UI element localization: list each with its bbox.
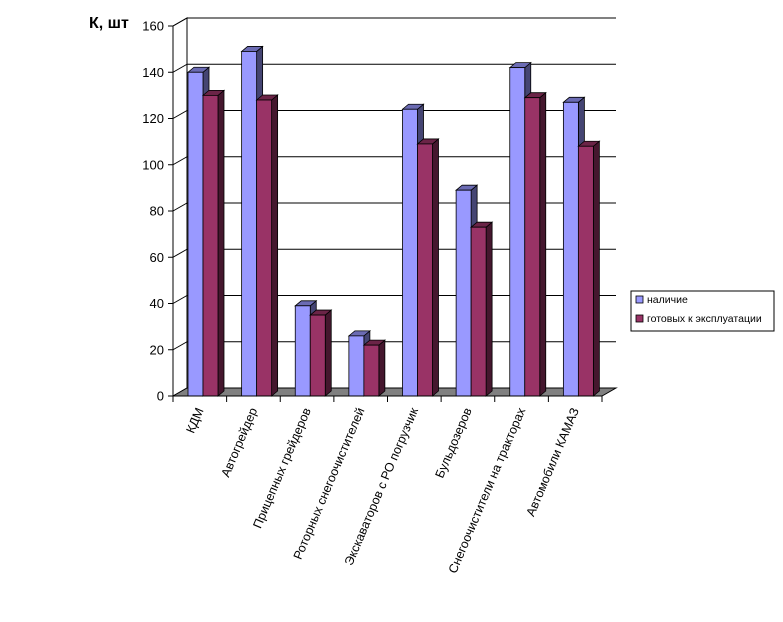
x-category-label: КДМ: [183, 406, 206, 436]
bar-front: [577, 145, 594, 397]
floor: [171, 387, 618, 397]
gridline-side: [172, 63, 188, 73]
y-tick-label: 140: [142, 65, 164, 80]
y-tick-label: 60: [150, 250, 164, 265]
bar-front: [363, 344, 380, 397]
bar-side: [539, 91, 547, 397]
legend-box: [630, 290, 775, 332]
bar-front: [187, 71, 204, 397]
y-tick-label: 160: [142, 19, 164, 34]
y-tick-label: 100: [142, 157, 164, 172]
gridline-side: [172, 156, 188, 166]
bar-front: [348, 335, 365, 397]
y-tick-label: 20: [150, 342, 164, 357]
legend-swatch: [635, 314, 644, 323]
bar: [470, 221, 494, 397]
bar-side: [432, 138, 439, 397]
bar-side: [324, 309, 332, 397]
bar-front: [509, 67, 526, 397]
legend-label: наличие: [647, 294, 688, 306]
bar-side: [217, 89, 225, 397]
bar-side: [271, 94, 279, 397]
x-category-label: Прицепных грейдеров: [250, 405, 314, 530]
bar-front: [294, 305, 311, 397]
bar: [523, 91, 547, 397]
y-tick-label: 80: [150, 204, 164, 219]
gridline-side: [172, 248, 188, 258]
bar-front: [309, 314, 326, 397]
y-tick-label: 40: [150, 296, 164, 311]
bar-front: [524, 97, 541, 397]
y-tick-label: 0: [157, 389, 164, 404]
bar-front: [470, 226, 487, 397]
bar-front: [241, 51, 258, 397]
bars: [186, 45, 601, 397]
gridline-side: [172, 110, 188, 119]
bar-front: [562, 101, 579, 397]
legend-label: готовых к эксплуатации: [647, 313, 762, 325]
x-category-label: Автогрейдер: [218, 406, 260, 480]
bar: [362, 339, 386, 397]
bar-front: [202, 94, 219, 397]
gridline-side: [172, 17, 188, 27]
bar-front: [417, 143, 433, 397]
bar-front: [402, 108, 418, 397]
legend-swatch: [635, 295, 644, 304]
bar-front: [455, 189, 472, 397]
x-category-label: Бульдозеров: [433, 405, 475, 480]
bar-side: [378, 339, 386, 397]
bar-side: [485, 221, 493, 397]
bar: [577, 140, 601, 397]
y-axis-ticks: 0 20 40 60 80 100 120 140 160: [142, 19, 174, 404]
bar: [309, 309, 333, 397]
x-category-label: Автомобили КАМАЗ: [524, 406, 582, 519]
bar: [416, 138, 440, 397]
bar: [255, 94, 279, 397]
bar-side: [592, 140, 600, 397]
bar-front: [256, 99, 273, 397]
y-tick-label: 120: [142, 111, 164, 126]
legend: наличие готовых к эксплуатации: [630, 290, 775, 332]
bar: [201, 89, 226, 397]
chart-walls: [171, 17, 618, 397]
y-axis-title: К, шт: [89, 15, 129, 32]
gridline-side: [172, 295, 188, 304]
gridline-side: [172, 341, 188, 351]
gridline-side: [172, 202, 188, 212]
